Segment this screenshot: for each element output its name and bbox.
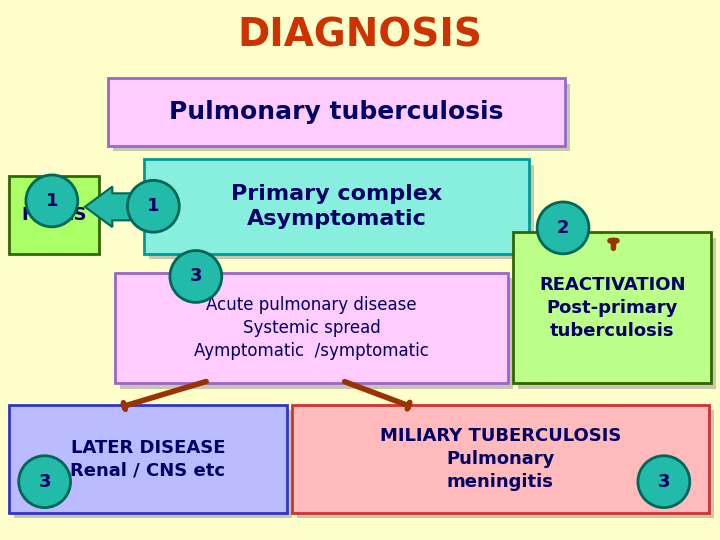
Ellipse shape <box>127 180 179 232</box>
FancyBboxPatch shape <box>297 410 714 518</box>
Text: REACTIVATION
Post-primary
tuberculosis: REACTIVATION Post-primary tuberculosis <box>539 276 685 340</box>
Text: 3: 3 <box>38 472 51 491</box>
FancyBboxPatch shape <box>14 410 292 518</box>
Text: Primary complex
Asymptomatic: Primary complex Asymptomatic <box>231 184 442 230</box>
FancyBboxPatch shape <box>149 165 534 259</box>
FancyBboxPatch shape <box>518 238 716 389</box>
FancyBboxPatch shape <box>292 405 709 513</box>
FancyBboxPatch shape <box>120 278 513 389</box>
Ellipse shape <box>19 456 71 508</box>
Text: MILIARY TUBERCULOSIS
Pulmonary
meningitis: MILIARY TUBERCULOSIS Pulmonary meningiti… <box>379 427 621 491</box>
FancyBboxPatch shape <box>115 273 508 383</box>
Text: Acute pulmonary disease
Systemic spread
Aymptomatic  /symptomatic: Acute pulmonary disease Systemic spread … <box>194 296 429 360</box>
Text: 3: 3 <box>657 472 670 491</box>
Text: 1: 1 <box>45 192 58 210</box>
FancyBboxPatch shape <box>144 159 529 254</box>
FancyBboxPatch shape <box>513 232 711 383</box>
Ellipse shape <box>638 456 690 508</box>
Ellipse shape <box>26 175 78 227</box>
Ellipse shape <box>537 202 589 254</box>
Text: LATER DISEASE
Renal / CNS etc: LATER DISEASE Renal / CNS etc <box>71 438 225 480</box>
Text: Pulmonary tuberculosis: Pulmonary tuberculosis <box>169 100 504 124</box>
FancyBboxPatch shape <box>113 84 570 151</box>
FancyArrow shape <box>85 186 148 227</box>
Text: 2: 2 <box>557 219 570 237</box>
Text: 3: 3 <box>189 267 202 286</box>
Text: DIAGNOSIS: DIAGNOSIS <box>238 16 482 54</box>
Text: 1: 1 <box>147 197 160 215</box>
FancyBboxPatch shape <box>9 405 287 513</box>
Text: HEALS: HEALS <box>22 206 87 224</box>
Ellipse shape <box>170 251 222 302</box>
FancyBboxPatch shape <box>108 78 565 146</box>
FancyBboxPatch shape <box>9 176 99 254</box>
